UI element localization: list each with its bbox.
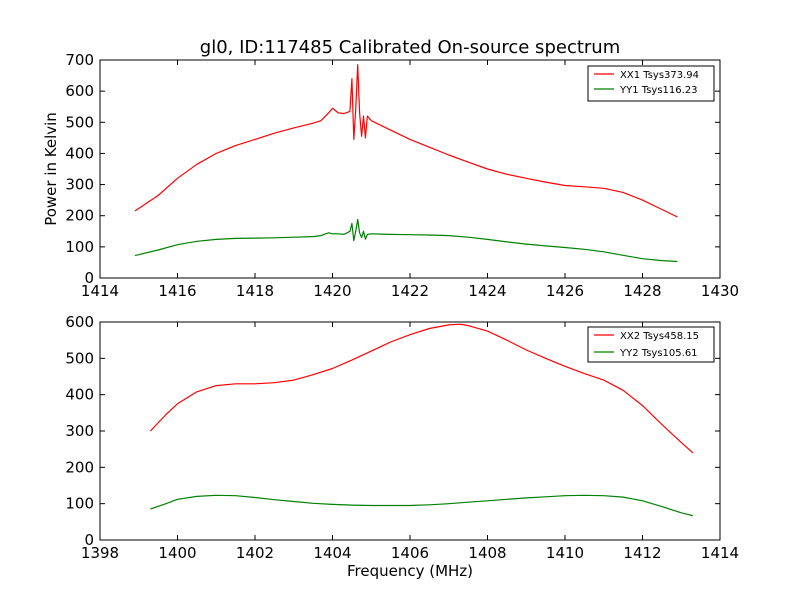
top-y-tick-label: 0 xyxy=(84,269,94,287)
bottom-x-tick-label: 1414 xyxy=(701,544,739,562)
top-x-tick-label: 1428 xyxy=(623,282,661,300)
bottom-x-tick-label: 1402 xyxy=(236,544,274,562)
bottom-x-tick-label: 1412 xyxy=(623,544,661,562)
bottom-y-tick-label: 500 xyxy=(65,349,94,367)
top-series-line-yy xyxy=(134,218,678,263)
chart-title: gl0, ID:117485 Calibrated On-source spec… xyxy=(200,37,620,58)
bottom-x-tick-label: 1404 xyxy=(313,544,351,562)
bottom-x-axis-label: Frequency (MHz) xyxy=(347,562,473,580)
bottom-y-tick-label: 200 xyxy=(65,458,94,476)
top-x-tick-label: 1426 xyxy=(546,282,584,300)
bottom-x-tick-label: 1406 xyxy=(391,544,429,562)
bottom-x-tick-label: 1410 xyxy=(546,544,584,562)
bottom-x-tick-label: 1400 xyxy=(158,544,196,562)
bottom-y-tick-label: 600 xyxy=(65,313,94,331)
top-legend: XX1 Tsys373.94 YY1 Tsys116.23 xyxy=(587,65,715,102)
legend-label-xx2: XX2 Tsys458.15 xyxy=(620,331,699,342)
top-x-tick-label: 1414 xyxy=(81,282,119,300)
top-y-tick-label: 600 xyxy=(65,82,94,100)
legend-label-yy2: YY2 Tsys105.61 xyxy=(619,348,698,359)
bottom-x-tick-label: 1398 xyxy=(81,544,119,562)
legend-label-xx1: XX1 Tsys373.94 xyxy=(620,70,699,81)
top-x-tick-label: 1420 xyxy=(313,282,351,300)
top-series-line-xx xyxy=(134,64,678,218)
top-y-tick-label: 700 xyxy=(65,51,94,69)
top-y-tick-label: 500 xyxy=(65,113,94,131)
bottom-plot-panel: 1398 1400 1402 1404 1406 1408 1410 1412 1414 0 100… xyxy=(65,313,739,580)
top-x-tick-label: 1430 xyxy=(701,282,739,300)
top-x-tick-label: 1416 xyxy=(158,282,196,300)
bottom-y-tick-label: 400 xyxy=(65,386,94,404)
top-x-tick-label: 1418 xyxy=(236,282,274,300)
top-y-tick-label: 200 xyxy=(65,207,94,225)
bottom-legend: XX2 Tsys458.15 YY2 Tsys105.61 xyxy=(587,326,715,363)
bottom-y-tick-label: 100 xyxy=(65,495,94,513)
bottom-x-tick-label: 1408 xyxy=(468,544,506,562)
top-y-axis-label: Power in Kelvin xyxy=(42,112,60,226)
bottom-series-line-yy xyxy=(150,494,694,517)
bottom-y-tick-label: 300 xyxy=(65,422,94,440)
top-x-tick-label: 1422 xyxy=(391,282,429,300)
top-x-tick-label: 1424 xyxy=(468,282,506,300)
legend-label-yy1: YY1 Tsys116.23 xyxy=(619,85,698,96)
top-y-tick-label: 300 xyxy=(65,176,94,194)
top-y-tick-label: 100 xyxy=(65,238,94,256)
bottom-series-line-xx xyxy=(149,323,694,454)
bottom-y-tick-label: 0 xyxy=(84,531,94,549)
top-plot-panel: 1414 1416 1418 1420 1422 1424 1426 1428 1430 0 100… xyxy=(42,51,739,300)
top-y-tick-label: 400 xyxy=(65,144,94,162)
